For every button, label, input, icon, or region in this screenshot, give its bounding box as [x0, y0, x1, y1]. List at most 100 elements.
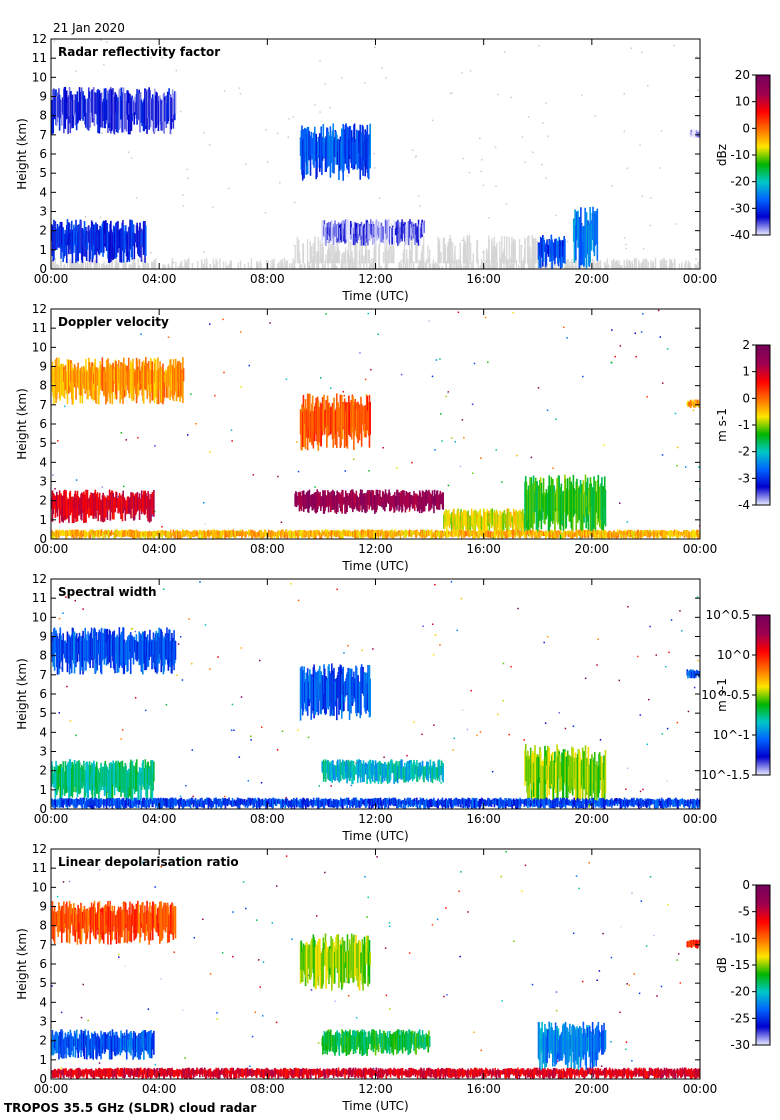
- y-tick-label: 4: [39, 725, 47, 739]
- x-tick-label: 08:00: [250, 812, 285, 826]
- echo-region-7: [686, 669, 700, 679]
- colorbar-label: m s-1: [715, 408, 729, 442]
- echo-region-3: [51, 759, 155, 804]
- colorbar-tick-label: 10^0.5: [706, 608, 750, 622]
- clutter-region-1: [51, 257, 700, 269]
- y-tick-label: 5: [39, 166, 47, 180]
- y-tick-label: 5: [39, 706, 47, 720]
- y-tick-label: 0: [39, 802, 47, 816]
- y-tick-label: 9: [39, 90, 47, 104]
- y-tick-label: 8: [39, 919, 47, 933]
- y-tick-label: 12: [32, 842, 47, 856]
- x-axis-label: Time (UTC): [341, 1099, 408, 1113]
- plot-area: [51, 850, 700, 1079]
- echo-region-8: [686, 399, 700, 409]
- y-tick-label: 12: [32, 572, 47, 586]
- echo-region-4: [294, 489, 444, 515]
- echo-region-5: [524, 743, 607, 809]
- x-tick-label: 08:00: [250, 272, 285, 286]
- colorbar-tick-label: -3: [738, 471, 750, 485]
- x-tick-label: 00:00: [34, 542, 69, 556]
- echo-region-4: [321, 1029, 431, 1056]
- y-tick-label: 7: [39, 398, 47, 412]
- plot-area: [51, 309, 700, 539]
- y-tick-label: 9: [39, 630, 47, 644]
- y-tick-label: 7: [39, 938, 47, 952]
- y-tick-label: 11: [32, 51, 47, 65]
- y-tick-label: 9: [39, 360, 47, 374]
- x-tick-label: 00:00: [683, 812, 718, 826]
- colorbar-tick-label: 10^-1: [713, 728, 750, 742]
- x-tick-label: 16:00: [466, 812, 501, 826]
- x-tick-label: 00:00: [34, 812, 69, 826]
- echo-region-2: [299, 663, 371, 721]
- y-tick-label: 1: [39, 513, 47, 527]
- echo-region-5: [537, 234, 566, 269]
- y-tick-label: 6: [39, 687, 47, 701]
- panel-1: Radar reflectivity factor012345678910111…: [15, 32, 771, 303]
- echo-region-6: [51, 797, 700, 809]
- y-tick-label: 7: [39, 128, 47, 142]
- x-tick-label: 20:00: [575, 1082, 610, 1096]
- x-tick-label: 16:00: [466, 542, 501, 556]
- colorbar-tick-label: -30: [730, 1038, 750, 1052]
- colorbar-tick-label: 20: [735, 68, 750, 82]
- colorbar-tick-label: -10: [730, 931, 750, 945]
- colorbar-tick-label: -15: [730, 958, 750, 972]
- x-tick-label: 00:00: [34, 1082, 69, 1096]
- clutter-region-2: [294, 234, 539, 264]
- y-axis-label: Height (km): [15, 928, 29, 999]
- echo-region-3: [51, 1029, 155, 1060]
- y-tick-label: 6: [39, 957, 47, 971]
- colorbar-tick-label: 1: [742, 365, 750, 379]
- instrument-footer: TROPOS 35.5 GHz (SLDR) cloud radar: [4, 1101, 257, 1115]
- x-tick-label: 04:00: [142, 272, 177, 286]
- colorbar-tick-label: -20: [730, 985, 750, 999]
- echo-region-2: [299, 393, 371, 451]
- x-tick-label: 04:00: [142, 542, 177, 556]
- date-label: 21 Jan 2020: [53, 21, 125, 35]
- y-tick-label: 3: [39, 205, 47, 219]
- x-tick-label: 20:00: [575, 542, 610, 556]
- echo-region-1: [51, 627, 177, 675]
- colorbar-tick-label: -30: [730, 201, 750, 215]
- colorbar-tick-label: -40: [730, 228, 750, 242]
- x-axis-label: Time (UTC): [341, 289, 408, 303]
- colorbar-tick-label: 0: [742, 121, 750, 135]
- echo-region-1: [51, 900, 177, 945]
- colorbar-tick-label: -10: [730, 148, 750, 162]
- echo-region-2: [299, 933, 371, 991]
- echo-region-4: [321, 759, 444, 784]
- y-tick-label: 5: [39, 436, 47, 450]
- y-tick-label: 4: [39, 455, 47, 469]
- x-tick-label: 00:00: [683, 1082, 718, 1096]
- colorbar-tick-label: 2: [742, 338, 750, 352]
- echo-region-4: [321, 219, 426, 246]
- echo-region-7: [686, 939, 700, 949]
- colorbar-label: dB: [715, 957, 729, 973]
- y-tick-label: 1: [39, 243, 47, 257]
- x-tick-label: 20:00: [575, 272, 610, 286]
- colorbar-tick-label: -5: [738, 905, 750, 919]
- x-tick-label: 04:00: [142, 1082, 177, 1096]
- x-tick-label: 08:00: [250, 1082, 285, 1096]
- colorbar-label: m s-1: [715, 678, 729, 712]
- echo-region-6: [51, 1067, 700, 1079]
- y-tick-label: 2: [39, 224, 47, 238]
- y-tick-label: 2: [39, 494, 47, 508]
- panel-title: Linear depolarisation ratio: [58, 855, 239, 869]
- y-tick-label: 11: [32, 591, 47, 605]
- y-tick-label: 2: [39, 764, 47, 778]
- x-tick-label: 12:00: [358, 542, 393, 556]
- echo-region-5: [443, 508, 526, 536]
- echo-region-3: [51, 489, 155, 524]
- x-tick-label: 00:00: [683, 272, 718, 286]
- panel-title: Radar reflectivity factor: [58, 45, 220, 59]
- y-tick-label: 0: [39, 532, 47, 546]
- y-tick-label: 3: [39, 745, 47, 759]
- y-tick-label: 7: [39, 668, 47, 682]
- y-tick-label: 6: [39, 417, 47, 431]
- echo-region-1: [51, 86, 177, 135]
